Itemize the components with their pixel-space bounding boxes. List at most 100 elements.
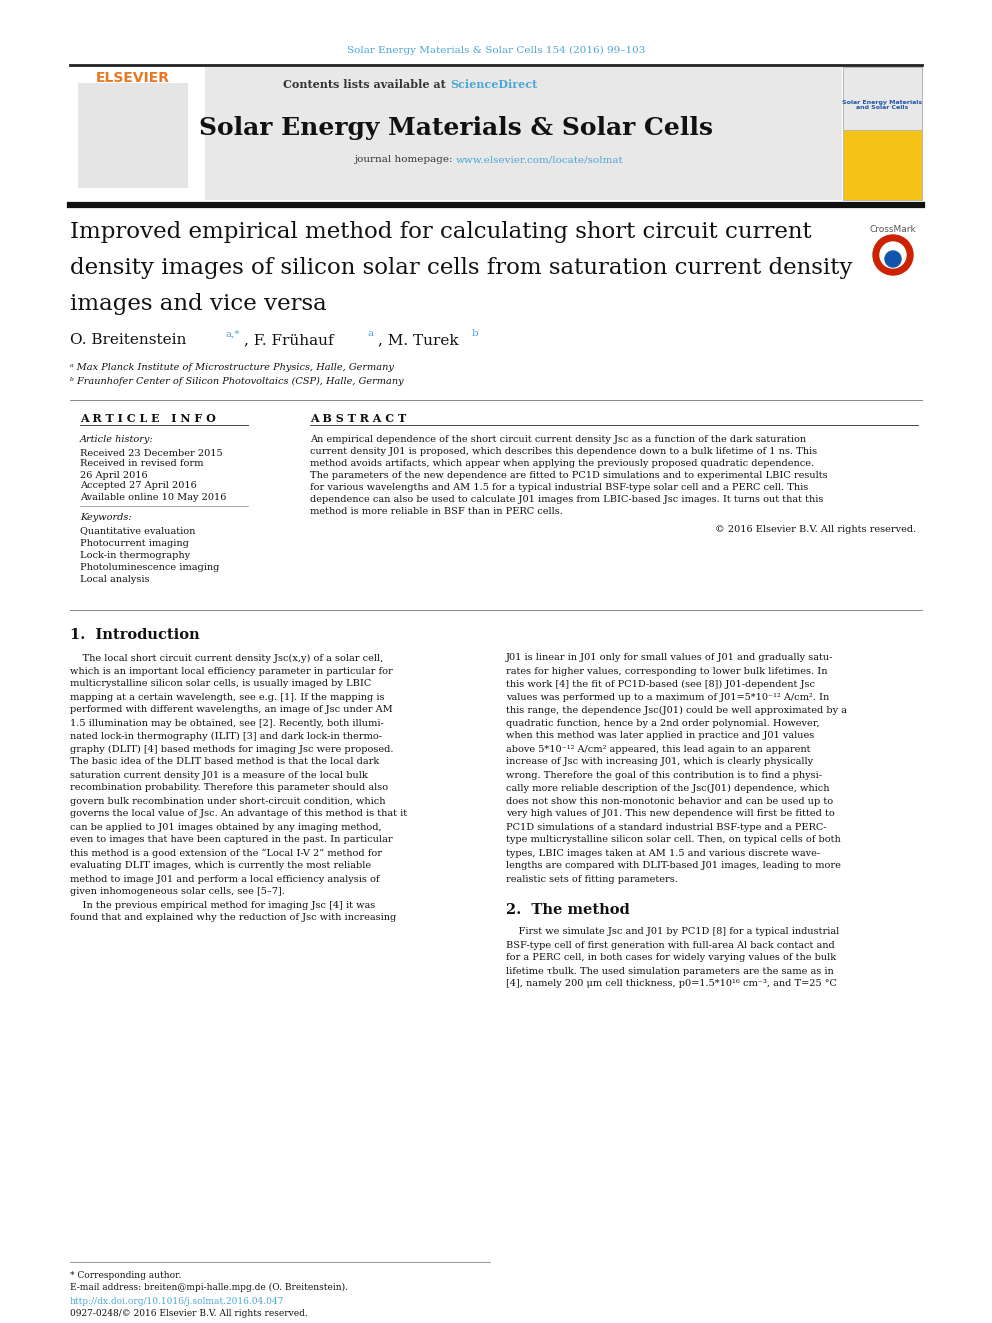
Text: journal homepage:: journal homepage: [354, 156, 456, 164]
Text: cally more reliable description of the Jsc(J01) dependence, which: cally more reliable description of the J… [506, 783, 829, 792]
Text: for a PERC cell, in both cases for widely varying values of the bulk: for a PERC cell, in both cases for widel… [506, 954, 836, 963]
Text: graphy (DLIT) [4] based methods for imaging Jsc were proposed.: graphy (DLIT) [4] based methods for imag… [70, 745, 394, 754]
Text: multicrystalline silicon solar cells, is usually imaged by LBIC: multicrystalline silicon solar cells, is… [70, 680, 371, 688]
Text: A R T I C L E   I N F O: A R T I C L E I N F O [80, 413, 216, 423]
Text: Accepted 27 April 2016: Accepted 27 April 2016 [80, 482, 196, 491]
Text: this work [4] the fit of PC1D-based (see [8]) J01-dependent Jsc: this work [4] the fit of PC1D-based (see… [506, 680, 815, 688]
Text: for various wavelengths and AM 1.5 for a typical industrial BSF-type solar cell : for various wavelengths and AM 1.5 for a… [310, 483, 808, 492]
Text: lengths are compared with DLIT-based J01 images, leading to more: lengths are compared with DLIT-based J01… [506, 861, 841, 871]
Text: * Corresponding author.: * Corresponding author. [70, 1270, 182, 1279]
Bar [70, 67, 842, 200]
Text: ELSEVIER: ELSEVIER [96, 71, 170, 85]
Text: Quantitative evaluation: Quantitative evaluation [80, 527, 195, 536]
Text: dependence can also be used to calculate J01 images from LBIC-based Jsc images. : dependence can also be used to calculate… [310, 496, 823, 504]
Text: 1.5 illumination may be obtained, see [2]. Recently, both illumi-: 1.5 illumination may be obtained, see [2… [70, 718, 384, 728]
Text: First we simulate Jsc and J01 by PC1D [8] for a typical industrial: First we simulate Jsc and J01 by PC1D [8… [506, 927, 839, 937]
Text: performed with different wavelengths, an image of Jsc under AM: performed with different wavelengths, an… [70, 705, 393, 714]
Text: found that and explained why the reduction of Jsc with increasing: found that and explained why the reducti… [70, 913, 396, 922]
Text: The basic idea of the DLIT based method is that the local dark: The basic idea of the DLIT based method … [70, 758, 379, 766]
Text: a,*: a,* [226, 329, 240, 339]
Text: does not show this non-monotonic behavior and can be used up to: does not show this non-monotonic behavio… [506, 796, 833, 806]
Text: Local analysis: Local analysis [80, 574, 150, 583]
Text: An empirical dependence of the short circuit current density Jsc as a function o: An empirical dependence of the short cir… [310, 435, 806, 445]
Text: rates for higher values, corresponding to lower bulk lifetimes. In: rates for higher values, corresponding t… [506, 667, 827, 676]
Text: PC1D simulations of a standard industrial BSF-type and a PERC-: PC1D simulations of a standard industria… [506, 823, 826, 831]
Text: , M. Turek: , M. Turek [378, 333, 463, 347]
Text: saturation current density J01 is a measure of the local bulk: saturation current density J01 is a meas… [70, 770, 368, 779]
Text: Solar Energy Materials & Solar Cells 154 (2016) 99–103: Solar Energy Materials & Solar Cells 154… [347, 45, 645, 54]
Bar [78, 83, 188, 188]
Text: very high values of J01. This new dependence will first be fitted to: very high values of J01. This new depend… [506, 810, 834, 819]
Text: Contents lists available at: Contents lists available at [284, 79, 450, 90]
Text: above 5*10⁻¹² A/cm² appeared, this lead again to an apparent: above 5*10⁻¹² A/cm² appeared, this lead … [506, 745, 810, 754]
Text: Photocurrent imaging: Photocurrent imaging [80, 538, 188, 548]
Text: Lock-in thermography: Lock-in thermography [80, 550, 190, 560]
Text: J01 is linear in J01 only for small values of J01 and gradually satu-: J01 is linear in J01 only for small valu… [506, 654, 833, 663]
Text: which is an important local efficiency parameter in particular for: which is an important local efficiency p… [70, 667, 393, 676]
Text: http://dx.doi.org/10.1016/j.solmat.2016.04.047: http://dx.doi.org/10.1016/j.solmat.2016.… [70, 1298, 285, 1307]
Text: Solar Energy Materials & Solar Cells: Solar Energy Materials & Solar Cells [199, 116, 713, 140]
Bar [70, 67, 205, 200]
Text: evaluating DLIT images, which is currently the most reliable: evaluating DLIT images, which is current… [70, 861, 371, 871]
Text: recombination probability. Therefore this parameter should also: recombination probability. Therefore thi… [70, 783, 388, 792]
Text: O. Breitenstein: O. Breitenstein [70, 333, 191, 347]
Text: given inhomogeneous solar cells, see [5–7].: given inhomogeneous solar cells, see [5–… [70, 888, 285, 897]
Text: type multicrystalline silicon solar cell. Then, on typical cells of both: type multicrystalline silicon solar cell… [506, 836, 841, 844]
Text: b: b [472, 329, 479, 339]
Text: © 2016 Elsevier B.V. All rights reserved.: © 2016 Elsevier B.V. All rights reserved… [715, 525, 916, 534]
Text: this range, the dependence Jsc(J01) could be well approximated by a: this range, the dependence Jsc(J01) coul… [506, 705, 847, 714]
Circle shape [885, 251, 901, 267]
Text: , F. Frühauf: , F. Frühauf [244, 333, 333, 347]
Text: 2.  The method: 2. The method [506, 904, 630, 917]
Circle shape [880, 242, 906, 269]
Circle shape [873, 235, 913, 275]
Text: values was performed up to a maximum of J01=5*10⁻¹² A/cm². In: values was performed up to a maximum of … [506, 692, 829, 701]
Text: Received 23 December 2015: Received 23 December 2015 [80, 448, 222, 458]
Text: images and vice versa: images and vice versa [70, 292, 326, 315]
Text: types, LBIC images taken at AM 1.5 and various discrete wave-: types, LBIC images taken at AM 1.5 and v… [506, 848, 820, 857]
Text: Photoluminescence imaging: Photoluminescence imaging [80, 562, 219, 572]
Text: Article history:: Article history: [80, 435, 154, 445]
Text: quadratic function, hence by a 2nd order polynomial. However,: quadratic function, hence by a 2nd order… [506, 718, 819, 728]
Text: wrong. Therefore the goal of this contribution is to find a physi-: wrong. Therefore the goal of this contri… [506, 770, 822, 779]
Text: CrossMark: CrossMark [870, 225, 917, 234]
Text: realistic sets of fitting parameters.: realistic sets of fitting parameters. [506, 875, 678, 884]
Text: A B S T R A C T: A B S T R A C T [310, 413, 407, 423]
Text: Received in revised form: Received in revised form [80, 459, 203, 468]
Text: mapping at a certain wavelength, see e.g. [1]. If the mapping is: mapping at a certain wavelength, see e.g… [70, 692, 385, 701]
Text: The parameters of the new dependence are fitted to PC1D simulations and to exper: The parameters of the new dependence are… [310, 471, 827, 480]
Text: method to image J01 and perform a local efficiency analysis of: method to image J01 and perform a local … [70, 875, 380, 884]
Text: can be applied to J01 images obtained by any imaging method,: can be applied to J01 images obtained by… [70, 823, 382, 831]
Text: E-mail address: breiten@mpi-halle.mpg.de (O. Breitenstein).: E-mail address: breiten@mpi-halle.mpg.de… [70, 1282, 348, 1291]
Text: The local short circuit current density Jsc(x,y) of a solar cell,: The local short circuit current density … [70, 654, 383, 663]
Text: even to images that have been captured in the past. In particular: even to images that have been captured i… [70, 836, 393, 844]
Text: increase of Jsc with increasing J01, which is clearly physically: increase of Jsc with increasing J01, whi… [506, 758, 813, 766]
Text: this method is a good extension of the “Local I-V 2” method for: this method is a good extension of the “… [70, 848, 382, 857]
Text: [4], namely 200 μm cell thickness, p0=1.5*10¹⁶ cm⁻³, and T=25 °C: [4], namely 200 μm cell thickness, p0=1.… [506, 979, 837, 988]
Text: Keywords:: Keywords: [80, 513, 132, 523]
Text: ScienceDirect: ScienceDirect [450, 79, 538, 90]
Text: current density J01 is proposed, which describes this dependence down to a bulk : current density J01 is proposed, which d… [310, 447, 817, 456]
Text: 0927-0248/© 2016 Elsevier B.V. All rights reserved.: 0927-0248/© 2016 Elsevier B.V. All right… [70, 1310, 308, 1319]
Text: www.elsevier.com/locate/solmat: www.elsevier.com/locate/solmat [456, 156, 624, 164]
Text: Solar Energy Materials
and Solar Cells: Solar Energy Materials and Solar Cells [842, 99, 922, 110]
Text: method avoids artifacts, which appear when applying the previously proposed quad: method avoids artifacts, which appear wh… [310, 459, 814, 468]
Bar [843, 67, 922, 130]
Bar [843, 67, 922, 200]
Text: nated lock-in thermography (ILIT) [3] and dark lock-in thermo-: nated lock-in thermography (ILIT) [3] an… [70, 732, 382, 741]
Text: 26 April 2016: 26 April 2016 [80, 471, 148, 479]
Text: ᵃ Max Planck Institute of Microstructure Physics, Halle, Germany: ᵃ Max Planck Institute of Microstructure… [70, 363, 394, 372]
Text: governs the local value of Jsc. An advantage of this method is that it: governs the local value of Jsc. An advan… [70, 810, 407, 819]
Text: ᵇ Fraunhofer Center of Silicon Photovoltaics (CSP), Halle, Germany: ᵇ Fraunhofer Center of Silicon Photovolt… [70, 377, 404, 385]
Text: BSF-type cell of first generation with full-area Al back contact and: BSF-type cell of first generation with f… [506, 941, 834, 950]
Text: Available online 10 May 2016: Available online 10 May 2016 [80, 492, 226, 501]
Text: govern bulk recombination under short-circuit condition, which: govern bulk recombination under short-ci… [70, 796, 386, 806]
Text: 1.  Introduction: 1. Introduction [70, 628, 199, 642]
Text: method is more reliable in BSF than in PERC cells.: method is more reliable in BSF than in P… [310, 508, 562, 516]
Text: a: a [368, 329, 374, 339]
Text: density images of silicon solar cells from saturation current density: density images of silicon solar cells fr… [70, 257, 852, 279]
Text: In the previous empirical method for imaging Jsc [4] it was: In the previous empirical method for ima… [70, 901, 375, 909]
Text: lifetime τbulk. The used simulation parameters are the same as in: lifetime τbulk. The used simulation para… [506, 967, 833, 975]
Text: Improved empirical method for calculating short circuit current: Improved empirical method for calculatin… [70, 221, 811, 243]
Text: when this method was later applied in practice and J01 values: when this method was later applied in pr… [506, 732, 814, 741]
